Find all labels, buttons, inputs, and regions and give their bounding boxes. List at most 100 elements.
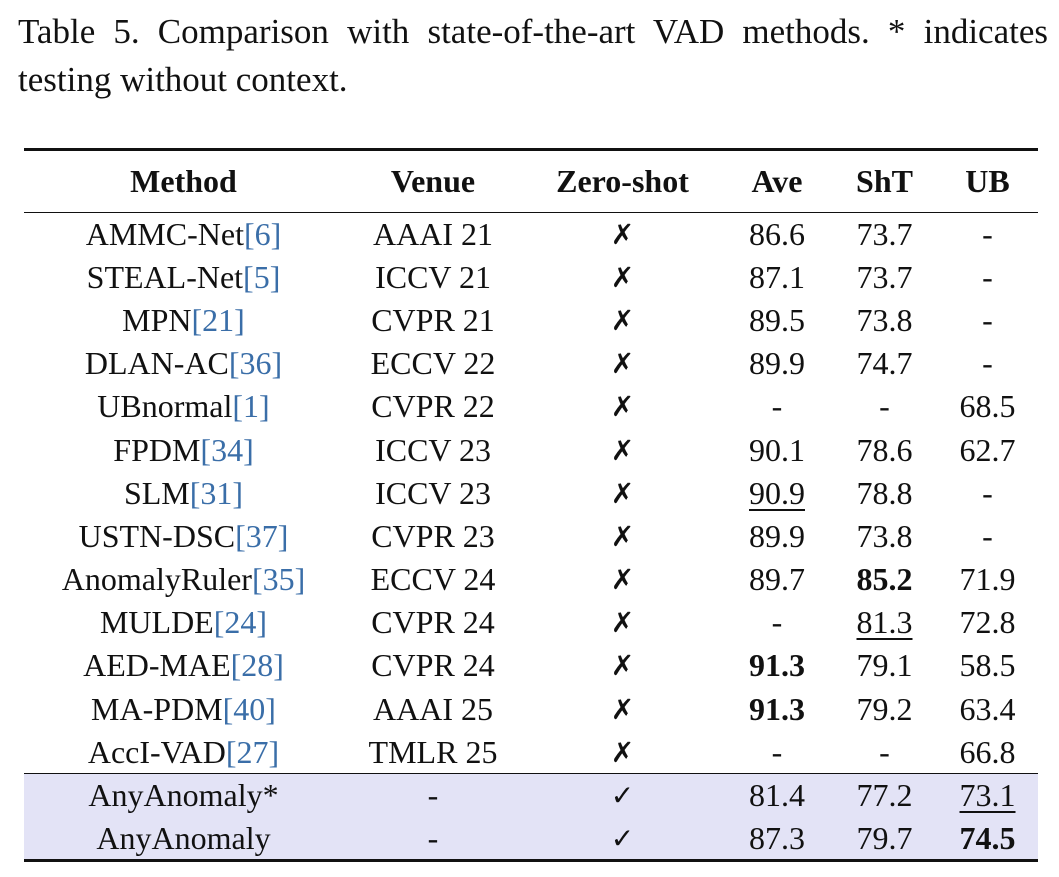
ub-cell: 71.9: [959, 561, 1016, 598]
citation-link[interactable]: [24]: [213, 604, 268, 641]
table-row: STEAL-Net[5] ICCV 21 ✗ 87.1 73.7 -: [24, 256, 1038, 299]
method-cell: AMMC-Net[6]: [24, 213, 343, 256]
ub-cell: -: [982, 301, 993, 338]
best-value: 91.3: [749, 647, 805, 684]
table-row: AED-MAE[28] CVPR 24 ✗ 91.3 79.1 58.5: [24, 644, 1038, 687]
sht-cell: 78.8: [856, 474, 913, 511]
venue-cell: AAAI 25: [373, 690, 493, 727]
ave-cell: 87.1: [749, 258, 805, 295]
best-value: 74.5: [959, 819, 1016, 856]
method-name: MA-PDM: [91, 690, 223, 727]
citation-link[interactable]: [1]: [232, 388, 270, 425]
ub-cell: 66.8: [959, 733, 1016, 770]
cross-mark-icon: ✗: [610, 217, 635, 251]
comparison-table: Method Venue Zero-shot Ave ShT UB AMMC-N…: [24, 148, 1038, 863]
ave-cell: 90.9: [722, 472, 832, 515]
sht-cell: -: [879, 388, 890, 425]
sht-cell: 79.1: [856, 647, 913, 684]
ub-cell: 58.5: [959, 647, 1016, 684]
cross-mark-icon: ✗: [610, 303, 635, 337]
citation-link[interactable]: [35]: [251, 561, 306, 598]
ave-cell: 89.9: [749, 345, 805, 382]
ave-cell: 89.7: [749, 561, 805, 598]
highlighted-row: AnyAnomaly* - ✓ 81.4 77.2 73.1: [24, 773, 1038, 818]
citation-link[interactable]: [21]: [191, 301, 245, 338]
method-name: STEAL-Net: [86, 258, 244, 295]
table-row: USTN-DSC[37] CVPR 23 ✗ 89.9 73.8 -: [24, 515, 1038, 558]
table-row: FPDM[34] ICCV 23 ✗ 90.1 78.6 62.7: [24, 428, 1038, 471]
ave-cell: 91.3: [722, 644, 832, 687]
citation-link[interactable]: [5]: [243, 258, 281, 295]
table-row: AnomalyRuler[35] ECCV 24 ✗ 89.7 85.2 71.…: [24, 558, 1038, 601]
sht-cell: 78.6: [856, 431, 913, 468]
cross-mark-icon: ✗: [610, 519, 635, 553]
ave-cell: 87.3: [722, 817, 832, 863]
method-name: FPDM: [113, 431, 201, 468]
table-row: MA-PDM[40] AAAI 25 ✗ 91.3 79.2 63.4: [24, 688, 1038, 731]
ave-cell: 89.9: [749, 517, 805, 554]
venue-cell: CVPR 21: [371, 301, 495, 338]
method-name: USTN-DSC: [78, 517, 236, 554]
table-caption: Table 5. Comparison with state-of-the-ar…: [18, 12, 1048, 99]
citation-link[interactable]: [34]: [200, 431, 254, 468]
citation-link[interactable]: [36]: [228, 345, 283, 382]
venue-cell: ICCV 23: [375, 431, 491, 468]
ave-cell: 89.5: [749, 301, 805, 338]
ub-cell: -: [982, 345, 993, 382]
cross-mark-icon: ✗: [610, 390, 635, 424]
sht-cell: 77.2: [832, 773, 937, 818]
table-row: UBnormal[1] CVPR 22 ✗ - - 68.5: [24, 385, 1038, 428]
cross-mark-icon: ✗: [610, 347, 635, 381]
second-best-value: 73.1: [959, 777, 1016, 814]
cross-mark-icon: ✗: [610, 260, 635, 294]
citation-link[interactable]: [6]: [243, 215, 282, 252]
citation-link[interactable]: [37]: [235, 517, 289, 554]
header-ub: UB: [937, 148, 1038, 213]
check-mark-icon: ✓: [523, 817, 722, 863]
check-mark-icon: ✓: [523, 773, 722, 818]
ave-cell: -: [771, 733, 783, 770]
method-cell: USTN-DSC[37]: [24, 515, 343, 558]
method-name: DLAN-AC: [84, 345, 229, 382]
method-cell: AED-MAE[28]: [24, 644, 343, 687]
citation-link[interactable]: [31]: [189, 474, 244, 511]
second-best-value: 81.3: [856, 604, 913, 641]
method-name: AnomalyRuler: [61, 561, 252, 598]
ub-cell: 73.1: [937, 773, 1038, 818]
ub-cell: -: [982, 258, 993, 295]
method-name: AccI-VAD: [87, 733, 226, 770]
citation-link[interactable]: [28]: [230, 647, 284, 684]
ub-cell: 68.5: [959, 388, 1016, 425]
method-name: AMMC-Net: [85, 215, 244, 252]
cross-mark-icon: ✗: [610, 476, 635, 510]
method-cell: UBnormal[1]: [24, 385, 343, 428]
venue-cell: ICCV 23: [375, 474, 491, 511]
method-cell: MULDE[24]: [24, 601, 343, 644]
method-cell: MPN[21]: [24, 299, 343, 342]
citation-link[interactable]: [40]: [222, 690, 276, 727]
sht-cell: 79.2: [856, 690, 913, 727]
sht-cell: 81.3: [832, 601, 937, 644]
table-row: AMMC-Net[6] AAAI 21 ✗ 86.6 73.7 -: [24, 213, 1038, 256]
method-cell: MA-PDM[40]: [24, 688, 343, 731]
venue-cell: -: [343, 817, 523, 863]
cross-mark-icon: ✗: [610, 649, 635, 683]
method-cell: AccI-VAD[27]: [24, 731, 343, 774]
best-value: 91.3: [749, 690, 805, 727]
ave-cell: -: [771, 388, 783, 425]
method-name: MULDE: [99, 604, 214, 641]
venue-cell: -: [343, 773, 523, 818]
second-best-value: 90.9: [749, 474, 805, 511]
method-name: UBnormal: [97, 388, 233, 425]
venue-cell: TMLR 25: [368, 733, 498, 770]
method-name: MPN: [122, 301, 192, 338]
ave-cell: 86.6: [749, 215, 805, 252]
header-row: Method Venue Zero-shot Ave ShT UB: [24, 148, 1038, 213]
sht-cell: 74.7: [856, 345, 913, 382]
citation-link[interactable]: [27]: [225, 733, 280, 770]
ave-cell: 90.1: [749, 431, 805, 468]
header-method: Method: [24, 148, 343, 213]
method-name: SLM: [123, 474, 190, 511]
header-zero-shot: Zero-shot: [523, 148, 722, 213]
method-cell: STEAL-Net[5]: [24, 256, 343, 299]
